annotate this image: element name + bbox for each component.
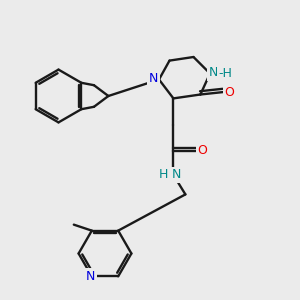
Text: N: N [86, 270, 95, 283]
Text: O: O [198, 144, 207, 158]
Text: H: H [159, 168, 169, 182]
Text: N: N [209, 66, 218, 79]
Text: N: N [172, 168, 181, 182]
Text: N: N [149, 72, 158, 86]
Text: O: O [225, 85, 234, 99]
Text: -H: -H [219, 67, 232, 80]
